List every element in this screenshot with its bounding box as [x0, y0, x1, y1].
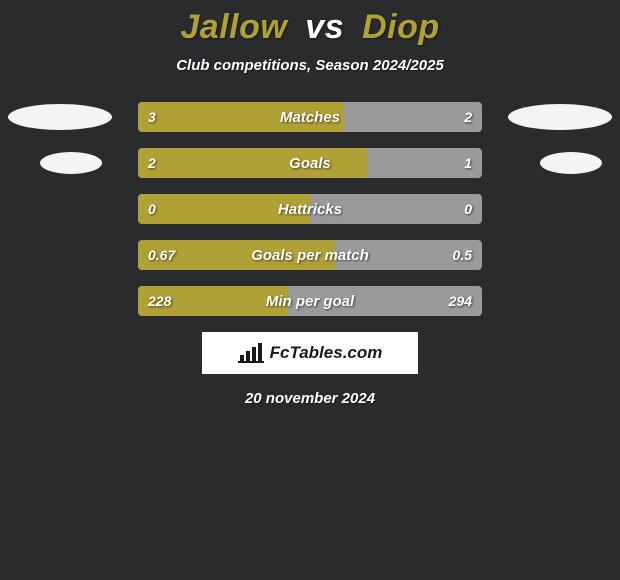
stat-bar: 0.670.5Goals per match: [138, 240, 482, 270]
avatar-right: [508, 104, 612, 130]
avatar-right: [540, 152, 602, 174]
stat-bar-fill: [138, 148, 367, 178]
subtitle: Club competitions, Season 2024/2025: [0, 57, 620, 74]
page-title: Jallow vs Diop: [0, 0, 620, 47]
stat-bar: 00Hattricks: [138, 194, 482, 224]
avatar-left: [8, 104, 112, 130]
logo-box[interactable]: FcTables.com: [202, 332, 418, 374]
comparison-card: Jallow vs Diop Club competitions, Season…: [0, 0, 620, 580]
stat-row: 32Matches: [0, 102, 620, 132]
stat-row: 0.670.5Goals per match: [0, 240, 620, 270]
stat-bar: 228294Min per goal: [138, 286, 482, 316]
stat-row: 228294Min per goal: [0, 286, 620, 316]
stat-bar-fill: [138, 286, 288, 316]
stat-bar-fill: [138, 194, 310, 224]
stat-bar-fill: [138, 240, 335, 270]
title-player1: Jallow: [180, 8, 287, 46]
stat-value-right: 294: [449, 286, 472, 316]
stat-bar: 21Goals: [138, 148, 482, 178]
title-vs: vs: [305, 8, 344, 46]
stat-rows: 32Matches 21Goals 00Hattricks 0.670.5Goals …: [0, 102, 620, 316]
stat-value-right: 2: [464, 102, 472, 132]
stat-bar-fill: [138, 102, 344, 132]
stat-bar: 32Matches: [138, 102, 482, 132]
stat-value-right: 0: [464, 194, 472, 224]
stat-row: 21Goals: [0, 148, 620, 178]
title-player2: Diop: [362, 8, 440, 46]
stat-value-right: 1: [464, 148, 472, 178]
stat-row: 00Hattricks: [0, 194, 620, 224]
stat-value-right: 0.5: [453, 240, 472, 270]
date-label: 20 november 2024: [0, 390, 620, 407]
bar-chart-icon: [238, 343, 264, 363]
avatar-left: [40, 152, 102, 174]
logo-text: FcTables.com: [270, 343, 383, 363]
